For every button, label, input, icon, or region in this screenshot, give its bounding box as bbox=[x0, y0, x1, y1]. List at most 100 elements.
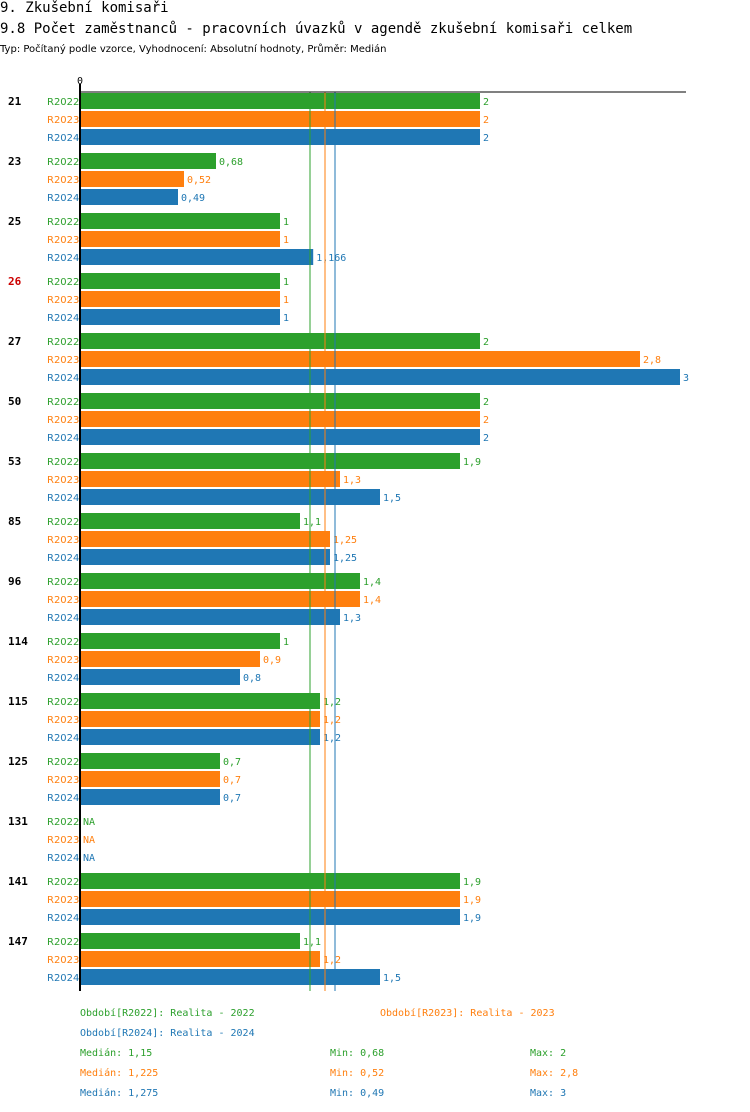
series-label: R2023 bbox=[47, 295, 79, 306]
bar bbox=[80, 951, 320, 967]
bar-value-label: 0,7 bbox=[223, 775, 241, 786]
bar-value-label: 1 bbox=[283, 235, 289, 246]
bar-value-label: 0,7 bbox=[223, 793, 241, 804]
bar bbox=[80, 591, 360, 607]
bar-value-label: 0,49 bbox=[181, 193, 205, 204]
bar-value-label: 1 bbox=[283, 637, 289, 648]
bar bbox=[80, 369, 680, 385]
series-label: R2024 bbox=[47, 913, 79, 924]
series-label: R2023 bbox=[47, 655, 79, 666]
stat-max-r2022: Max: 2 bbox=[530, 1048, 567, 1059]
bar bbox=[80, 129, 480, 145]
category-label: 27 bbox=[8, 335, 21, 348]
category-label: 141 bbox=[8, 875, 28, 888]
bar-value-label: 1 bbox=[283, 313, 289, 324]
bar-value-label: 2 bbox=[483, 133, 489, 144]
bar-value-label: 1 bbox=[283, 277, 289, 288]
bar-value-label: 1,1 bbox=[303, 517, 321, 528]
bar bbox=[80, 93, 480, 109]
bar bbox=[80, 231, 280, 247]
section-title: 9. Zkušební komisaři bbox=[0, 0, 169, 16]
bar-value-label: 1,25 bbox=[333, 535, 357, 546]
series-label: R2024 bbox=[47, 733, 79, 744]
bar-value-label: 1,2 bbox=[323, 955, 341, 966]
bar-value-label: 2 bbox=[483, 415, 489, 426]
category-label: 85 bbox=[8, 515, 21, 528]
stat-median-r2023: Medián: 1,225 bbox=[80, 1068, 159, 1079]
bar bbox=[80, 351, 640, 367]
series-label: R2024 bbox=[47, 793, 79, 804]
bar bbox=[80, 693, 320, 709]
category-label: 53 bbox=[8, 455, 21, 468]
bar-value-label: 0,68 bbox=[219, 157, 243, 168]
series-label: R2022 bbox=[47, 877, 79, 888]
bar bbox=[80, 333, 480, 349]
bar-value-label: 1,2 bbox=[323, 697, 341, 708]
series-label: R2023 bbox=[47, 955, 79, 966]
series-label: R2024 bbox=[47, 193, 79, 204]
category-label: 114 bbox=[8, 635, 28, 648]
bar-value-label: 1 bbox=[283, 295, 289, 306]
series-label: R2022 bbox=[47, 517, 79, 528]
series-label: R2022 bbox=[47, 217, 79, 228]
bar bbox=[80, 513, 300, 529]
series-label: R2023 bbox=[47, 115, 79, 126]
series-label: R2023 bbox=[47, 235, 79, 246]
bar bbox=[80, 771, 220, 787]
series-label: R2024 bbox=[47, 613, 79, 624]
bar-value-label: 1,25 bbox=[333, 553, 357, 564]
bar bbox=[80, 291, 280, 307]
bar-value-label: 1,9 bbox=[463, 913, 481, 924]
bar-value-label: 0,9 bbox=[263, 655, 281, 666]
bar-value-label: 1,3 bbox=[343, 475, 361, 486]
series-label: R2024 bbox=[47, 433, 79, 444]
chart-subtitle: Typ: Počítaný podle vzorce, Vyhodnocení:… bbox=[0, 44, 387, 55]
bar bbox=[80, 933, 300, 949]
bar-value-label: 1,4 bbox=[363, 595, 381, 606]
category-label: 23 bbox=[8, 155, 21, 168]
bar-value-label: 1,166 bbox=[316, 253, 346, 264]
series-label: R2024 bbox=[47, 373, 79, 384]
bar bbox=[80, 411, 480, 427]
bar bbox=[80, 531, 330, 547]
series-label: R2024 bbox=[47, 973, 79, 984]
bar-value-label: 1,9 bbox=[463, 457, 481, 468]
series-label: R2023 bbox=[47, 415, 79, 426]
bar bbox=[80, 471, 340, 487]
bar-value-label: 2 bbox=[483, 337, 489, 348]
bar-value-label: 1,9 bbox=[463, 877, 481, 888]
bar bbox=[80, 213, 280, 229]
legend-r2022: Období[R2022]: Realita - 2022 bbox=[80, 1008, 255, 1019]
axis-zero-label: 0 bbox=[77, 76, 83, 87]
series-label: R2022 bbox=[47, 97, 79, 108]
bar bbox=[80, 969, 380, 985]
series-label: R2023 bbox=[47, 895, 79, 906]
stat-median-r2022: Medián: 1,15 bbox=[80, 1048, 153, 1059]
series-label: R2023 bbox=[47, 595, 79, 606]
bar-value-label: 2 bbox=[483, 433, 489, 444]
series-label: R2022 bbox=[47, 337, 79, 348]
series-label: R2022 bbox=[47, 637, 79, 648]
category-label: 147 bbox=[8, 935, 28, 948]
bar-value-label: NA bbox=[83, 817, 95, 828]
series-label: R2022 bbox=[47, 817, 79, 828]
bar bbox=[80, 549, 330, 565]
series-label: R2024 bbox=[47, 853, 79, 864]
bar-value-label: 1,4 bbox=[363, 577, 381, 588]
bar bbox=[80, 393, 480, 409]
category-label: 26 bbox=[8, 275, 22, 288]
series-label: R2022 bbox=[47, 397, 79, 408]
bar bbox=[80, 309, 280, 325]
series-label: R2022 bbox=[47, 157, 79, 168]
bar bbox=[80, 189, 178, 205]
series-label: R2024 bbox=[47, 253, 79, 264]
bar bbox=[80, 573, 360, 589]
bar-value-label: 1,1 bbox=[303, 937, 321, 948]
bar bbox=[80, 249, 314, 265]
stat-max-r2024: Max: 3 bbox=[530, 1088, 567, 1099]
bar-value-label: 1,9 bbox=[463, 895, 481, 906]
bar bbox=[80, 789, 220, 805]
bar-value-label: NA bbox=[83, 853, 95, 864]
bar bbox=[80, 873, 460, 889]
stat-median-r2024: Medián: 1,275 bbox=[80, 1088, 159, 1099]
